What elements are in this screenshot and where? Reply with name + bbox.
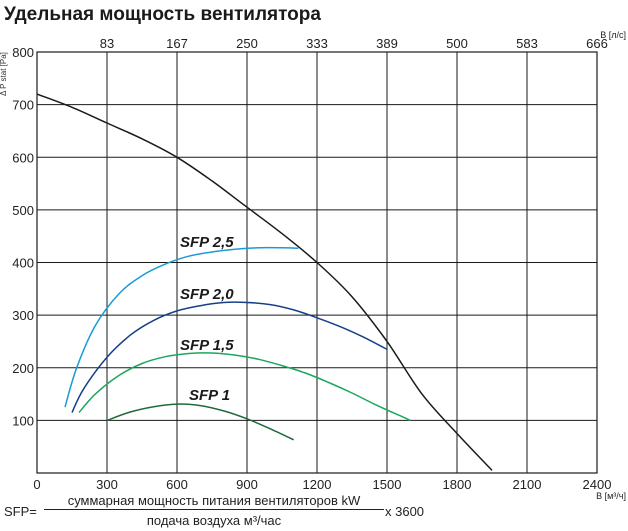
y-tick-label: 800 (12, 45, 34, 60)
formula-rhs: x 3600 (385, 504, 425, 519)
top-x-tick-label: 250 (236, 36, 258, 51)
formula-denominator: подача воздуха м³/час (146, 513, 282, 528)
x-tick-label: 1800 (443, 477, 472, 492)
x-tick-label: 900 (236, 477, 258, 492)
top-x-tick-label: 83 (100, 36, 114, 51)
y-tick-label: 300 (12, 308, 34, 323)
x-tick-label: 2400 (583, 477, 612, 492)
sfp-1-5-label: SFP 1,5 (180, 337, 234, 354)
sfp-2-5-curve (64, 246, 299, 408)
x-tick-label: 2100 (513, 477, 542, 492)
plot-frame (36, 51, 598, 474)
x-tick-label: 300 (96, 477, 118, 492)
y-tick-label: 400 (12, 256, 34, 271)
x-axis-top-label: В [л/с] (600, 30, 626, 40)
sfp-2-0-label: SFP 2,0 (180, 286, 234, 303)
top-x-tick-label: 500 (446, 36, 468, 51)
formula-lhs: SFP= (4, 504, 37, 519)
x-tick-label: 600 (166, 477, 188, 492)
sfp-2-0-curve (71, 301, 388, 413)
y-tick-label: 600 (12, 150, 34, 165)
top-x-tick-label: 583 (516, 36, 538, 51)
formula-numerator: суммарная мощность питания вентиляторов … (67, 493, 361, 508)
top-x-tick-label: 333 (306, 36, 328, 51)
y-tick-label: 100 (12, 413, 34, 428)
chart-title: Удельная мощность вентилятора (4, 4, 321, 25)
x-tick-label: 0 (33, 477, 40, 492)
formula-fraction: суммарная мощность питания вентиляторов … (44, 493, 384, 528)
top-x-tick-label: 389 (376, 36, 398, 51)
tick-labels: 0 300 600 900 1200 1500 1800 2100 2400 83 167 250 33… (12, 36, 611, 492)
x-tick-label: 1500 (373, 477, 402, 492)
x-axis-bottom-label: В [м³/ч] (596, 491, 626, 501)
x-tick-label: 1200 (303, 477, 332, 492)
y-axis-label: Δ P stat [Pa] (0, 52, 8, 96)
y-tick-label: 700 (12, 98, 34, 113)
top-x-tick-label: 666 (586, 36, 608, 51)
sfp-1-5-curve (78, 352, 411, 422)
top-x-tick-label: 167 (166, 36, 188, 51)
y-tick-label: 200 (12, 361, 34, 376)
fraction-bar (44, 509, 384, 510)
sfp-1-label: SFP 1 (189, 387, 230, 404)
y-tick-label: 500 (12, 203, 34, 218)
sfp-1-curve (106, 403, 295, 441)
series-group (36, 93, 493, 471)
sfp-2-5-label: SFP 2,5 (180, 234, 234, 251)
system-curve (36, 93, 493, 471)
